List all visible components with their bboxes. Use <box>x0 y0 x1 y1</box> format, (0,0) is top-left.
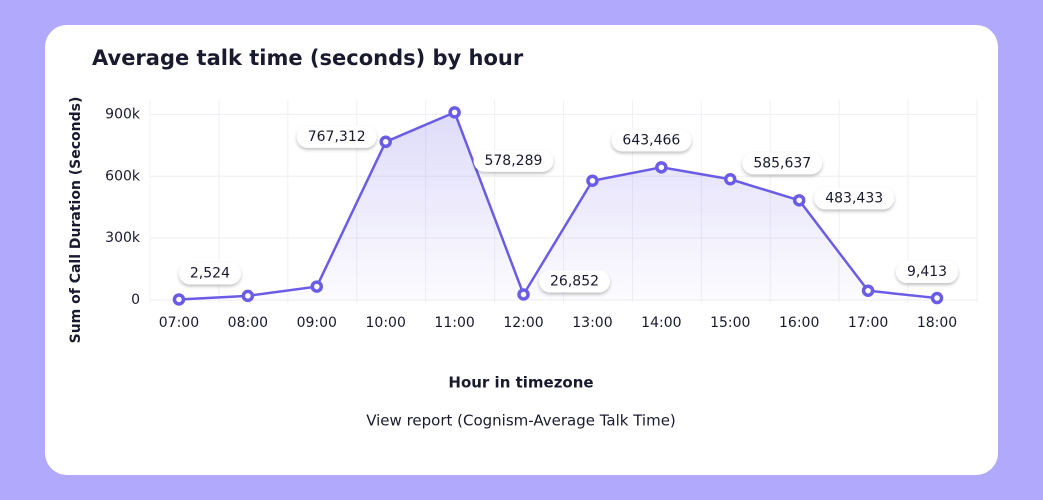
x-tick-label: 10:00 <box>366 315 406 331</box>
x-tick-label: 07:00 <box>159 315 199 331</box>
value-label-box <box>178 262 241 285</box>
point <box>517 288 530 301</box>
x-tick-label: 18:00 <box>917 315 957 331</box>
value-label-box <box>296 125 377 148</box>
x-tick-label: 09:00 <box>297 315 337 331</box>
x-tick-label: 16:00 <box>779 315 819 331</box>
value-label-text: 767,312 <box>308 129 366 145</box>
x-tick-label: 14:00 <box>641 315 681 331</box>
card <box>45 25 998 475</box>
point <box>586 174 599 188</box>
value-label-box <box>895 261 959 284</box>
value-label: 2,524 <box>178 262 241 285</box>
value-label-box <box>742 152 823 175</box>
y-tick-label: 600k <box>105 168 141 184</box>
y-tick-label: 900k <box>105 106 141 122</box>
value-label: 483,433 <box>814 187 895 210</box>
point <box>241 289 255 303</box>
value-label-text: 26,852 <box>550 273 599 289</box>
value-label-box <box>539 270 611 293</box>
x-tick-label: 13:00 <box>572 315 612 331</box>
point <box>379 135 392 149</box>
value-label: 643,466 <box>611 129 692 152</box>
value-label-text: 643,466 <box>622 132 680 148</box>
value-label-text: 9,413 <box>907 264 947 280</box>
point <box>172 293 186 306</box>
report-link[interactable]: View report (Cognism-Average Talk Time) <box>366 412 676 430</box>
value-label: 767,312 <box>296 125 377 148</box>
x-tick-label: 15:00 <box>710 315 750 331</box>
y-tick-label: 0 <box>131 292 140 308</box>
x-tick-label: 12:00 <box>503 315 543 331</box>
y-axis-title: Sum of Call Duration (Seconds) <box>68 97 84 344</box>
value-label: 578,289 <box>473 149 554 172</box>
point <box>861 284 875 297</box>
point <box>930 291 944 305</box>
chart-title: Average talk time (seconds) by hour <box>92 46 524 70</box>
point <box>448 106 461 119</box>
line <box>178 110 938 301</box>
point <box>310 280 324 293</box>
value-label-text: 2,524 <box>190 265 230 281</box>
value-label-text: 578,289 <box>484 153 542 169</box>
value-label: 26,852 <box>539 270 611 293</box>
value-label-text: 483,433 <box>825 190 883 206</box>
point <box>792 194 806 207</box>
value-label: 585,637 <box>742 152 823 175</box>
point <box>655 161 668 174</box>
x-tick-label: 08:00 <box>228 315 268 331</box>
value-label-box <box>611 129 692 152</box>
x-tick-label: 11:00 <box>434 315 474 331</box>
x-axis-title: Hour in timezone <box>448 374 593 392</box>
y-tick-label: 300k <box>105 230 141 246</box>
area <box>178 112 938 301</box>
x-tick-label: 17:00 <box>848 315 888 331</box>
point <box>724 173 737 186</box>
value-label-box <box>814 187 895 210</box>
value-label-box <box>473 149 554 172</box>
value-label: 9,413 <box>895 261 959 284</box>
value-label-text: 585,637 <box>753 155 811 171</box>
